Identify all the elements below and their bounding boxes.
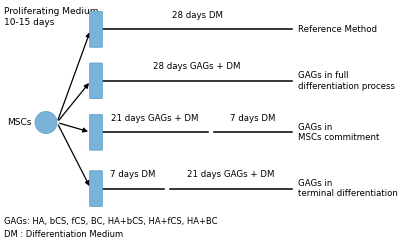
FancyBboxPatch shape bbox=[90, 63, 102, 99]
Text: GAGs in
MSCs commitment: GAGs in MSCs commitment bbox=[298, 122, 379, 142]
Text: DM : Differentiation Medium: DM : Differentiation Medium bbox=[4, 230, 123, 239]
Text: 7 days DM: 7 days DM bbox=[110, 170, 156, 179]
Text: 28 days GAGs + DM: 28 days GAGs + DM bbox=[154, 62, 241, 71]
FancyBboxPatch shape bbox=[90, 12, 102, 47]
FancyBboxPatch shape bbox=[90, 171, 102, 207]
Text: Reference Method: Reference Method bbox=[298, 25, 377, 34]
Text: GAGs: HA, bCS, fCS, BC, HA+bCS, HA+fCS, HA+BC: GAGs: HA, bCS, fCS, BC, HA+bCS, HA+fCS, … bbox=[4, 217, 218, 226]
Text: Proliferating Medium
10-15 days: Proliferating Medium 10-15 days bbox=[4, 7, 98, 27]
Text: GAGs in full
differentiation process: GAGs in full differentiation process bbox=[298, 71, 395, 91]
Text: 28 days DM: 28 days DM bbox=[172, 11, 223, 20]
Text: GAGs in
terminal differentiation: GAGs in terminal differentiation bbox=[298, 179, 398, 198]
Text: 21 days GAGs + DM: 21 days GAGs + DM bbox=[187, 170, 274, 179]
FancyBboxPatch shape bbox=[90, 114, 102, 150]
Text: 21 days GAGs + DM: 21 days GAGs + DM bbox=[111, 113, 198, 122]
Text: 7 days DM: 7 days DM bbox=[230, 113, 276, 122]
Ellipse shape bbox=[35, 111, 57, 134]
Text: MSCs: MSCs bbox=[7, 118, 31, 127]
